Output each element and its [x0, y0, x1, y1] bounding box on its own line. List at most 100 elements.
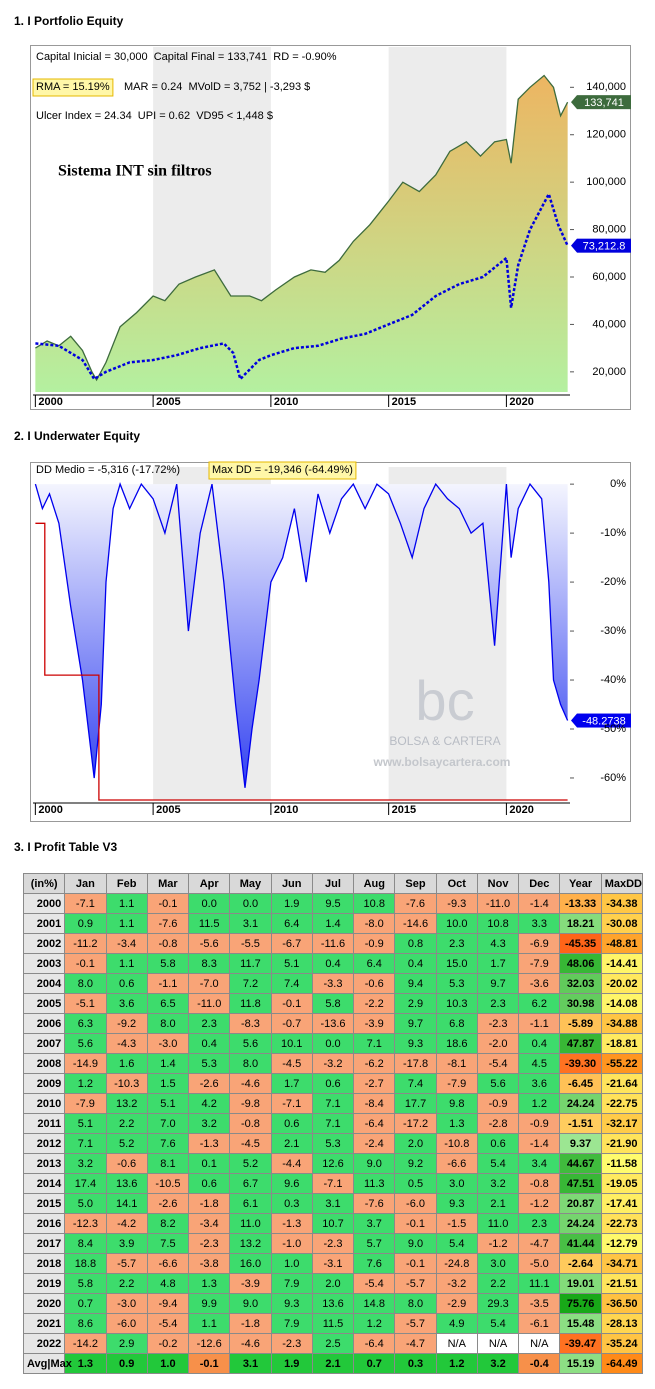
table-cell: -1.4 [518, 893, 561, 914]
y-tick-label: 80,000 [592, 223, 626, 235]
table-cell: -3.9 [353, 1013, 396, 1034]
table-cell: -1.8 [229, 1313, 272, 1334]
header-cell: Sep [394, 873, 437, 894]
table-cell: 8.2 [146, 1213, 190, 1234]
charts: 1. I Portfolio Equity 2. I Underwater Eq… [14, 14, 631, 854]
table-cell: 13.2 [229, 1233, 272, 1254]
table-cell: 2.3 [518, 1213, 561, 1234]
table-cell: 1.2 [353, 1313, 396, 1334]
table-cell: -8.1 [435, 1053, 478, 1074]
table-cell: 2016 [22, 1213, 66, 1234]
table-cell: 9.9 [188, 1293, 231, 1314]
table-cell: -0.1 [394, 1253, 437, 1274]
table-cell: 3.1 [229, 913, 272, 934]
table-cell: 4.5 [518, 1053, 561, 1074]
table-cell: -6.4 [353, 1333, 396, 1354]
table-cell: 5.8 [64, 1273, 107, 1294]
table-cell: -2.6 [188, 1073, 231, 1094]
table-cell: 1.7 [476, 953, 520, 974]
table-cell: 2.1 [476, 1193, 520, 1214]
x-tick-label: 2005 [156, 396, 180, 408]
table-cell: 9.4 [394, 973, 437, 994]
table-cell: 7.1 [353, 1033, 396, 1054]
section-title: 2. I Underwater Equity [14, 429, 140, 443]
table-cell: 9.3 [435, 1193, 478, 1214]
table-cell: 2.3 [476, 993, 520, 1014]
table-cell: 11.0 [476, 1213, 520, 1234]
table-cell: -2.64 [559, 1253, 602, 1274]
table-cell: -55.22 [600, 1053, 644, 1074]
table-cell: 5.4 [435, 1233, 478, 1254]
table-cell: -13.6 [311, 1013, 355, 1034]
table-cell: 7.6 [353, 1253, 396, 1274]
table-cell: 3.1 [311, 1193, 355, 1214]
table-cell: -1.8 [188, 1193, 231, 1214]
table-cell: 2.1 [270, 1133, 313, 1154]
table-cell: -11.58 [600, 1153, 644, 1174]
table-cell: 1.1 [105, 953, 148, 974]
table-cell: -12.3 [64, 1213, 107, 1234]
table-cell: -5.7 [394, 1273, 437, 1294]
table-cell: 0.9 [64, 913, 107, 934]
table-cell: -0.8 [229, 1113, 272, 1134]
table-cell: -0.6 [105, 1153, 148, 1174]
table-cell: -5.4 [476, 1053, 520, 1074]
table-cell: -5.4 [353, 1273, 396, 1294]
table-cell: 10.3 [435, 993, 478, 1014]
table-cell: 8.0 [394, 1293, 437, 1314]
header-cell: Jun [270, 873, 313, 894]
table-cell: -21.64 [600, 1073, 644, 1094]
table-cell: 1.1 [105, 913, 148, 934]
table-cell: -28.13 [600, 1313, 644, 1334]
table-cell: -1.2 [476, 1233, 520, 1254]
y-tick-label: -30% [600, 625, 626, 637]
table-cell: -1.1 [518, 1013, 561, 1034]
annotation: MAR = 0.24 MVolD = 3,752 | -3,293 $ [124, 81, 310, 93]
table-cell: -0.1 [146, 893, 190, 914]
x-tick-label: 2005 [156, 804, 180, 816]
y-tick-label: 100,000 [586, 176, 626, 188]
table-cell: -3.2 [311, 1053, 355, 1074]
table-cell: 0.5 [394, 1173, 437, 1194]
table-cell: 18.6 [435, 1033, 478, 1054]
table-cell: -0.8 [146, 933, 190, 954]
table-cell: -2.3 [476, 1013, 520, 1034]
watermark-logo: bc [415, 669, 474, 732]
table-cell: 0.3 [394, 1353, 437, 1374]
table-cell: -3.1 [311, 1253, 355, 1274]
table-cell: -34.88 [600, 1013, 644, 1034]
header-cell: (in%) [22, 873, 66, 894]
table-cell: -34.38 [600, 893, 644, 914]
table-row: 2004 8.0 0.6 -1.1 -7.0 7.2 7.4 -3.3 -0.6 9.4 5.3 9.… [22, 973, 644, 994]
table-cell: 41.44 [559, 1233, 602, 1254]
table-cell: -1.51 [559, 1113, 602, 1134]
table-cell: -7.1 [64, 893, 107, 914]
table-cell: 0.9 [105, 1353, 148, 1374]
table-cell: 1.6 [105, 1053, 148, 1074]
table-cell: 7.6 [146, 1133, 190, 1154]
table-cell: 6.3 [64, 1013, 107, 1034]
table-cell: 1.1 [188, 1313, 231, 1334]
end-label: 73,212.8 [583, 241, 626, 253]
end-label-arrow [571, 238, 577, 253]
watermark-brand: BOLSA & CARTERA [389, 734, 500, 748]
table-cell: -8.3 [229, 1013, 272, 1034]
table-cell: 2.0 [394, 1133, 437, 1154]
table-cell: 6.7 [229, 1173, 272, 1194]
table-cell: -3.3 [311, 973, 355, 994]
table-cell: 3.1 [229, 1353, 272, 1374]
table-cell: 29.3 [476, 1293, 520, 1314]
table-cell: -3.5 [518, 1293, 561, 1314]
table-cell: -10.5 [146, 1173, 190, 1194]
table-cell: 0.6 [188, 1173, 231, 1194]
table-cell: -3.2 [435, 1273, 478, 1294]
table-cell: -8.4 [353, 1093, 396, 1114]
table-cell: 0.0 [311, 1033, 355, 1054]
table-cell: -45.35 [559, 933, 602, 954]
table-cell: 6.4 [270, 913, 313, 934]
table-cell: 7.9 [270, 1273, 313, 1294]
table-cell: 2.3 [188, 1013, 231, 1034]
table-cell: 5.0 [64, 1193, 107, 1214]
table-cell: 5.3 [188, 1053, 231, 1074]
end-label: 133,741 [584, 97, 624, 109]
